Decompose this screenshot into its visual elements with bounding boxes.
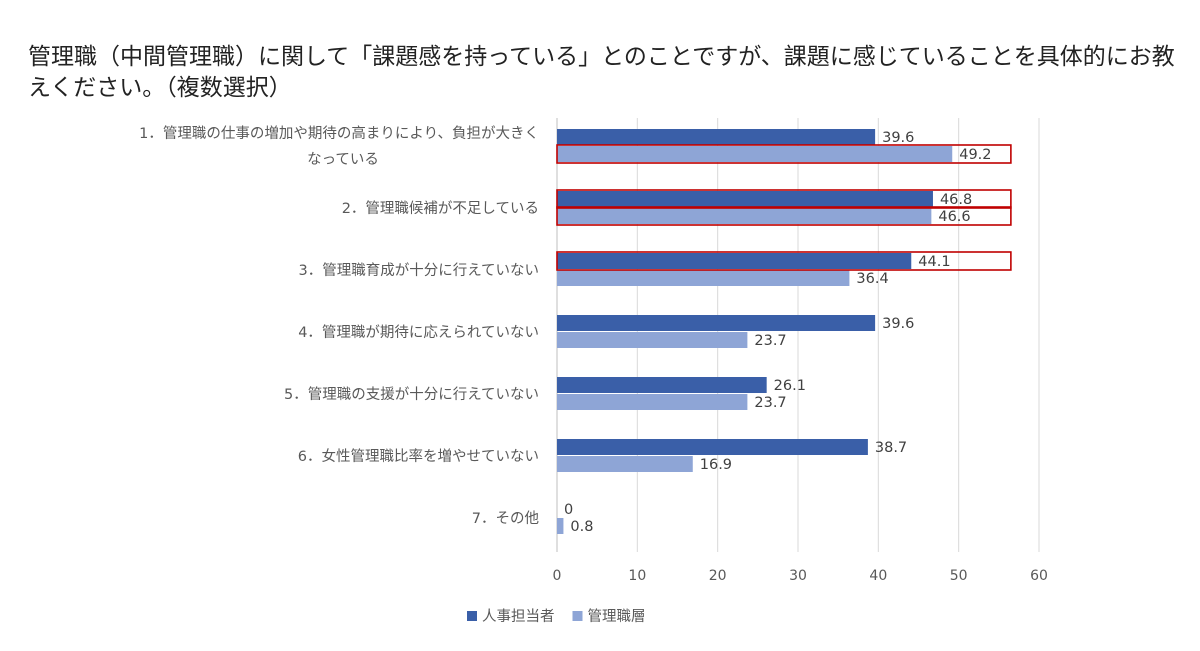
- bar: [557, 456, 693, 472]
- bar: [557, 129, 876, 145]
- bar: [557, 439, 868, 455]
- legend-swatch: [572, 611, 583, 621]
- bar: [557, 253, 912, 269]
- x-axis-tick-labels: 0 10 20 30 40 50 60: [553, 568, 1048, 584]
- data-label: 44.1: [918, 254, 950, 270]
- data-label: 39.6: [882, 316, 914, 332]
- highlight-box: [556, 144, 1012, 164]
- x-tick-label: 10: [628, 568, 646, 584]
- highlight-boxes: [556, 144, 1012, 271]
- data-label: 16.9: [700, 457, 732, 473]
- data-labels: 39.6 46.8 44.1 39.6 26.1 38.7 0 49.2 46.6 36.4 23.…: [564, 130, 992, 535]
- highlight-box: [556, 206, 1012, 226]
- x-tick-label: 60: [1030, 568, 1048, 584]
- bar: [557, 146, 953, 162]
- category-label: 4．管理職が期待に応えられていない: [298, 324, 539, 341]
- data-label: 0.8: [570, 519, 593, 535]
- data-label: 46.6: [938, 209, 970, 225]
- bar: [557, 394, 748, 410]
- legend-label: 人事担当者: [482, 608, 555, 625]
- data-label: 46.8: [940, 192, 972, 208]
- category-label: 3．管理職育成が十分に行えていない: [299, 262, 540, 279]
- data-label: 23.7: [754, 333, 786, 349]
- bar: [557, 191, 933, 207]
- category-label: なっている: [307, 151, 379, 168]
- legend-label: 管理職層: [588, 608, 646, 625]
- data-label: 49.2: [959, 147, 991, 163]
- category-label: 6．女性管理職比率を増やせていない: [298, 447, 539, 465]
- data-label: 26.1: [774, 378, 806, 394]
- x-tick-label: 0: [553, 568, 562, 584]
- data-label: 0: [564, 502, 573, 518]
- bar: [557, 315, 876, 331]
- x-tick-label: 30: [789, 568, 807, 584]
- x-tick-label: 40: [869, 568, 887, 584]
- bar: [557, 332, 748, 348]
- legend: 人事担当者 管理職層: [467, 608, 646, 625]
- data-label: 36.4: [856, 271, 888, 287]
- bar: [557, 208, 932, 224]
- data-label: 39.6: [882, 130, 914, 146]
- chart-title: 管理職（中間管理職）に関して「課題感を持っている」とのことですが、課題に感じてい…: [28, 44, 1175, 101]
- category-label: 7．その他: [472, 510, 539, 527]
- category-label: 2．管理職候補が不足している: [342, 200, 539, 217]
- bars: [557, 129, 953, 534]
- x-tick-label: 20: [709, 568, 727, 584]
- bar: [557, 270, 850, 286]
- bar: [557, 518, 564, 534]
- legend-swatch: [467, 611, 477, 621]
- data-label: 38.7: [875, 440, 907, 456]
- data-label: 23.7: [754, 395, 786, 411]
- highlight-box: [556, 251, 1012, 271]
- x-tick-label: 50: [950, 568, 968, 584]
- category-label: 1．管理職の仕事の増加や期待の高まりにより、負担が大きく: [139, 125, 539, 142]
- highlight-box: [556, 189, 1012, 209]
- category-label: 5．管理職の支援が十分に行えていない: [284, 386, 539, 403]
- bar: [557, 377, 767, 393]
